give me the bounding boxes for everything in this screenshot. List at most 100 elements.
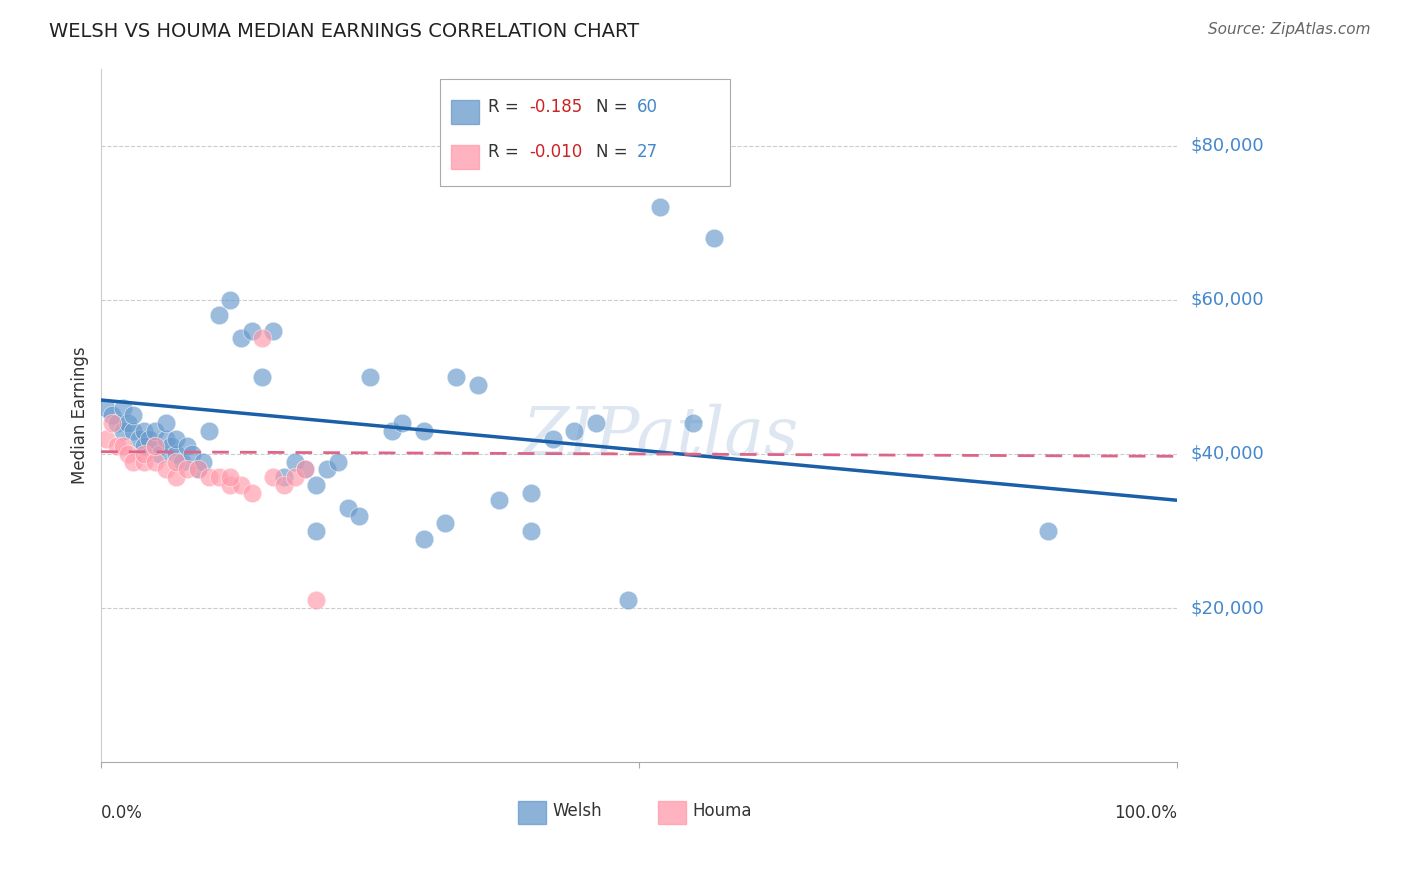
Point [111,424,134,438]
Point [197,424,219,438]
Point [412,424,434,438]
Point [262,470,284,484]
Text: N =: N = [596,143,633,161]
Text: Welsh: Welsh [553,802,603,820]
Point [252,331,274,345]
Point [155,432,177,446]
Text: R =: R = [488,143,524,161]
Point [165,470,187,484]
Text: 100.0%: 100.0% [1114,804,1177,822]
Point [434,516,457,531]
Point [347,508,370,523]
Point [380,424,402,438]
Point [294,462,316,476]
Point [155,462,177,476]
Point [284,455,307,469]
Text: WELSH VS HOUMA MEDIAN EARNINGS CORRELATION CHART: WELSH VS HOUMA MEDIAN EARNINGS CORRELATI… [49,22,640,41]
Point [467,377,489,392]
Point [273,470,295,484]
Point [170,455,193,469]
Text: R =: R = [488,98,524,116]
Point [101,409,124,423]
Point [208,308,231,322]
FancyBboxPatch shape [440,78,730,186]
Point [326,455,349,469]
Point [412,532,434,546]
Point [541,432,564,446]
Point [105,439,128,453]
Text: 27: 27 [637,143,658,161]
Point [305,593,328,607]
Point [229,478,252,492]
Point [143,439,166,453]
Point [138,432,160,446]
Point [143,424,166,438]
Point [564,424,586,438]
Point [488,493,510,508]
Point [193,455,215,469]
Text: Source: ZipAtlas.com: Source: ZipAtlas.com [1208,22,1371,37]
Text: $60,000: $60,000 [1191,291,1264,309]
Point [143,439,166,453]
Point [181,447,204,461]
Point [520,524,543,538]
Point [176,439,198,453]
Point [132,455,155,469]
Point [96,401,118,415]
Point [229,331,252,345]
Text: 0.0%: 0.0% [101,804,143,822]
Text: Houma: Houma [693,802,752,820]
Point [682,416,704,430]
Point [273,478,295,492]
Point [143,455,166,469]
Point [132,439,155,453]
FancyBboxPatch shape [519,802,547,824]
Point [165,455,187,469]
Point [650,200,672,214]
Y-axis label: Median Earnings: Median Earnings [72,347,89,484]
Text: N =: N = [596,98,633,116]
FancyBboxPatch shape [658,802,686,824]
Text: $40,000: $40,000 [1191,445,1264,463]
Point [160,439,183,453]
Point [101,416,124,430]
Point [132,424,155,438]
Point [1036,524,1059,538]
Point [122,455,145,469]
Point [96,432,118,446]
Point [165,432,187,446]
Point [122,424,145,438]
Point [149,447,172,461]
Point [105,416,128,430]
Point [316,462,339,476]
Point [284,470,307,484]
Point [187,462,209,476]
Point [117,416,139,430]
Text: $20,000: $20,000 [1191,599,1264,617]
Point [219,470,242,484]
Text: 60: 60 [637,98,658,116]
Point [617,593,640,607]
Point [294,462,316,476]
Point [219,293,242,307]
Text: ZIPatlas: ZIPatlas [522,403,799,469]
Point [337,500,360,515]
Point [128,432,150,446]
Point [305,478,328,492]
Point [155,416,177,430]
Point [240,485,263,500]
Point [262,324,284,338]
Point [305,524,328,538]
Point [122,409,145,423]
Point [132,447,155,461]
Point [197,470,219,484]
Point [240,324,263,338]
Point [165,447,187,461]
Text: $80,000: $80,000 [1191,136,1264,154]
Point [176,462,198,476]
Point [444,370,467,384]
Point [111,439,134,453]
Text: -0.185: -0.185 [529,98,582,116]
Point [117,447,139,461]
Text: -0.010: -0.010 [529,143,582,161]
